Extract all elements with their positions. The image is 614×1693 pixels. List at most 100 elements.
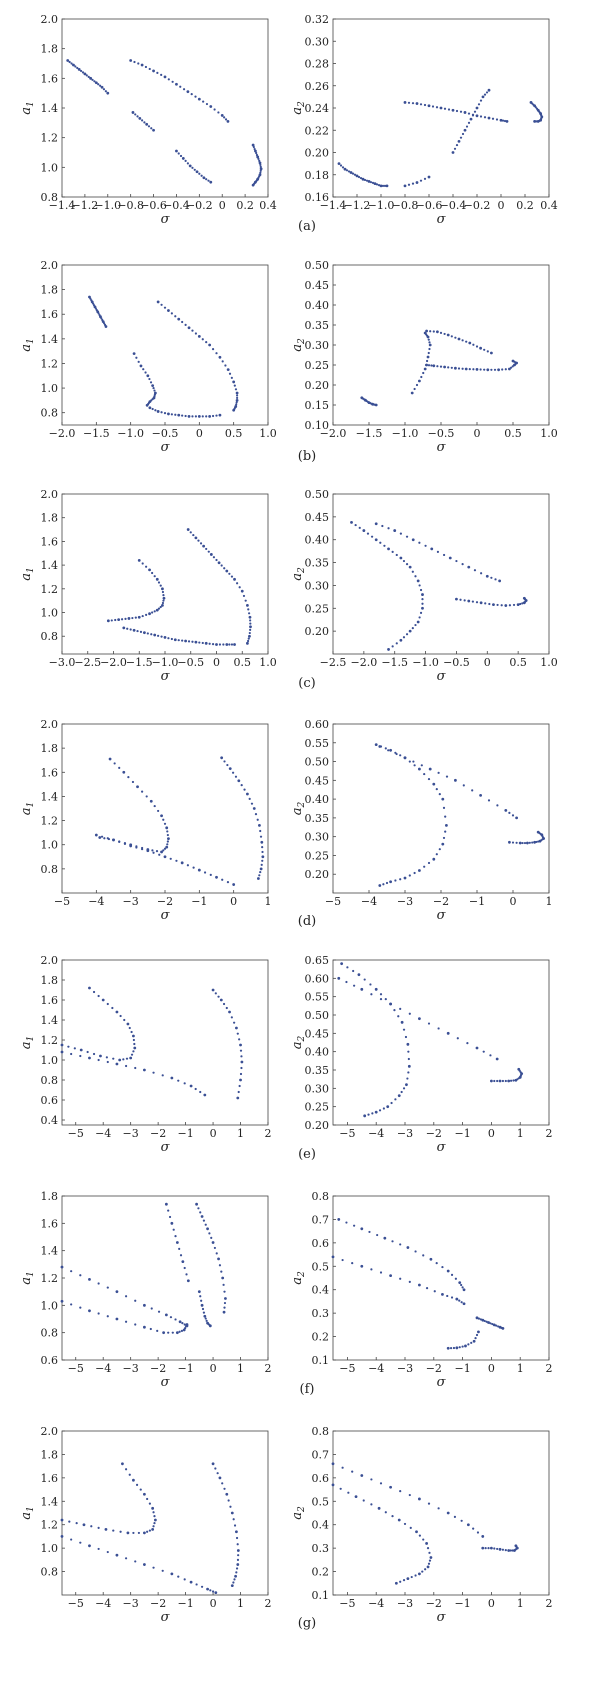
y-axis-label-base: a	[19, 1512, 34, 1520]
x-tick-label: −2.5	[74, 656, 101, 669]
data-point	[170, 637, 173, 641]
data-point	[191, 329, 194, 332]
data-point	[455, 1346, 459, 1350]
data-point	[501, 1079, 505, 1083]
data-point	[141, 614, 144, 618]
data-series-2	[331, 1255, 466, 1306]
data-point	[126, 1531, 130, 1535]
data-point	[132, 1050, 135, 1053]
data-series-1	[331, 1483, 433, 1585]
data-point	[175, 149, 178, 153]
x-tick-label: 1.0	[540, 656, 558, 669]
data-point	[422, 1254, 425, 1257]
data-point	[512, 603, 516, 607]
data-point	[147, 125, 151, 128]
data-series-4	[403, 175, 431, 188]
data-point	[472, 343, 475, 346]
data-point	[170, 1221, 174, 1225]
data-point	[233, 577, 236, 581]
plot-frame	[61, 493, 269, 655]
y-tick-label: 1.0	[41, 382, 59, 395]
data-point	[251, 183, 255, 187]
data-point	[504, 604, 508, 607]
y-tick-label: 0.1	[312, 1589, 330, 1602]
y-axis-label: a2	[290, 1035, 307, 1049]
x-tick-label: 0	[510, 895, 517, 908]
y-tick-label: 0.8	[41, 1327, 59, 1340]
data-point	[385, 184, 389, 188]
data-point	[191, 166, 194, 169]
data-point	[181, 157, 185, 160]
data-point	[468, 368, 471, 371]
data-series-3	[220, 756, 265, 880]
data-point	[222, 1002, 226, 1006]
data-point	[97, 1282, 100, 1285]
data-point	[70, 1052, 73, 1056]
data-point	[106, 1550, 109, 1554]
data-point	[479, 601, 483, 605]
chart-panel-4: −2.0 −1.5 −1.0 −0.5 0 0.5 1.0 0.10 0.15 0.20 0.25 0…	[290, 259, 558, 455]
y-tick-label: 0.30	[305, 831, 330, 844]
data-point	[395, 553, 398, 557]
data-point	[208, 343, 212, 347]
data-point	[406, 1042, 410, 1046]
data-point	[207, 179, 210, 182]
data-point	[487, 116, 491, 120]
data-point	[162, 599, 165, 602]
y-tick-label: 0.5	[312, 1495, 330, 1508]
data-point	[148, 67, 151, 71]
data-point	[162, 1331, 166, 1335]
data-point	[472, 1339, 476, 1343]
data-point	[418, 1572, 421, 1576]
data-point	[223, 116, 226, 119]
y-tick-label: 1.6	[41, 535, 59, 548]
data-point	[226, 119, 230, 123]
data-point	[531, 841, 534, 844]
data-point	[108, 757, 112, 761]
data-series-1	[337, 162, 389, 188]
data-point	[217, 561, 221, 565]
y-tick-label: 1.6	[41, 994, 59, 1007]
data-point	[132, 352, 136, 356]
data-point	[152, 386, 155, 390]
data-point	[145, 795, 148, 798]
y-tick-label: 1.4	[41, 102, 59, 115]
data-point	[233, 1578, 236, 1581]
data-point	[407, 1071, 410, 1074]
data-point	[174, 1318, 177, 1321]
data-point	[103, 322, 106, 325]
data-point	[237, 1090, 240, 1094]
data-point	[137, 1531, 141, 1535]
y-tick-label: 0.3	[312, 1307, 330, 1320]
x-tick-label: 0	[474, 427, 481, 440]
data-point	[122, 770, 126, 774]
data-series-1	[60, 1462, 157, 1535]
data-point	[180, 861, 184, 865]
data-point	[100, 835, 104, 838]
data-point	[60, 1050, 64, 1054]
data-point	[257, 157, 260, 161]
data-point	[226, 881, 230, 884]
data-point	[408, 629, 412, 633]
data-point	[208, 414, 212, 418]
data-point	[471, 600, 474, 603]
y-tick-label: 1.0	[41, 161, 59, 174]
x-tick-label: −1.2	[344, 199, 371, 212]
data-point	[115, 1553, 119, 1557]
data-point	[100, 317, 103, 320]
x-tick-label: −2.5	[320, 656, 347, 669]
y-tick-label: 1.4	[41, 333, 59, 346]
data-point	[106, 1002, 109, 1006]
x-tick-label: −0.5	[177, 656, 204, 669]
data-series-2	[403, 101, 509, 123]
data-point	[418, 767, 421, 771]
data-point	[92, 990, 96, 994]
data-point	[246, 604, 249, 607]
data-point	[140, 63, 144, 67]
data-point	[235, 391, 239, 395]
data-point	[378, 745, 382, 748]
data-series-3	[132, 352, 157, 407]
data-point	[173, 638, 177, 642]
